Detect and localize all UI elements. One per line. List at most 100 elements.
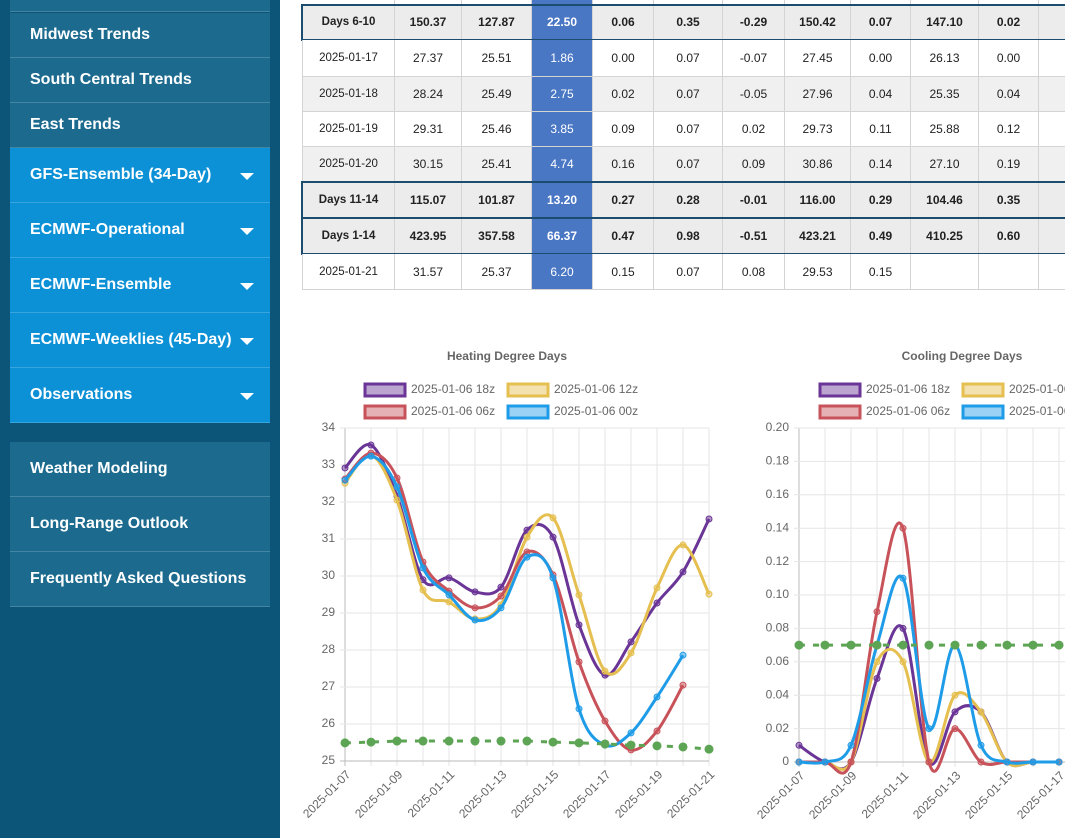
nav-dropdown[interactable]: ECMWF-Operational [10,203,270,258]
legend-label: 2025-01-06 06z [411,404,495,418]
table-cell: 29.73 [785,112,851,147]
data-point [1002,640,1012,650]
data-point [821,758,829,766]
x-tick-label: 2025-01-17 [560,767,614,821]
data-point [951,708,959,716]
data-point [575,705,583,713]
table-cell: 25.35 [911,77,979,112]
y-tick-label: 0.08 [766,621,790,635]
nav-dropdown[interactable]: ECMWF-Ensemble [10,258,270,313]
nav-link[interactable]: Weather Modeling [10,442,270,497]
legend-swatch [961,382,1005,398]
table-cell: 4.74 [532,147,593,182]
data-point [367,452,375,460]
data-point [950,640,960,650]
dropdown-arrow [240,227,254,235]
legend-swatch [818,382,862,398]
table-cell: 29.53 [785,254,851,290]
table-cell: 25.46 [462,112,532,147]
nav-dropdown[interactable]: Observations [10,368,270,423]
data-point [873,675,881,682]
table-cell: 25.51 [462,40,532,77]
table-cell [1039,77,1065,112]
data-point [951,725,959,733]
y-tick-label: 0.02 [766,721,790,735]
table-cell: 0.04 [979,77,1039,112]
table-cell: 104.46 [911,182,979,218]
data-point [1028,640,1038,650]
y-tick-label: 0.06 [766,654,790,668]
y-tick-label: 27 [322,679,336,693]
table-cell: 25.88 [911,112,979,147]
data-point [366,737,376,747]
table-cell: 30.15 [395,147,462,182]
table-cell: 0.09 [723,147,785,182]
nav-link[interactable]: Frequently Asked Questions [10,552,270,607]
data-point [820,640,830,650]
nav-item[interactable]: South Central Trends [10,58,270,103]
table-cell: 31.57 [395,254,462,290]
table-cell: 127.87 [462,5,532,40]
table-cell: 2025-01-17 [302,40,395,77]
data-point [471,604,479,612]
x-tick-label: 2025-01-11 [859,768,912,821]
table-cell: 150.42 [785,5,851,40]
y-tick-label: 30 [322,568,336,582]
table-cell: 0.11 [851,112,911,147]
x-tick-label: 2025-01-07 [300,767,354,821]
table-cell: 423.21 [785,218,851,254]
x-tick-label: 2025-01-13 [456,767,510,821]
data-point [976,640,986,650]
data-point [899,574,907,582]
dropdown-arrow [240,392,254,400]
x-tick-label: 2025-01-19 [612,767,666,821]
nav-item[interactable]: East Trends [10,103,270,148]
table-cell: 0.07 [654,112,723,147]
x-tick-label: 2025-01-21 [664,767,718,821]
table-cell: 2.75 [532,77,593,112]
data-point [679,568,687,576]
nav-item[interactable] [10,0,270,12]
data-point [847,741,855,749]
table-cell: 116.00 [785,182,851,218]
table-cell: 28.24 [395,77,462,112]
table-cell: 27.37 [395,40,462,77]
legend-swatch [506,404,550,420]
legend-swatch [818,404,862,420]
table-cell: -0.05 [723,77,785,112]
data-point [704,744,714,754]
table-cell: 410.25 [911,218,979,254]
data-point [549,514,557,522]
data-point [575,621,583,629]
nav-link[interactable]: Long-Range Outlook [10,497,270,552]
dropdown-arrow [240,172,254,180]
table-cell: 0.14 [851,147,911,182]
table-cell: 0.28 [654,182,723,218]
table-cell: 27.45 [785,40,851,77]
data-point [678,742,688,752]
x-tick-label: 2025-01-09 [806,768,860,822]
nav-dropdown[interactable]: ECMWF-Weeklies (45-Day) [10,313,270,368]
table-cell [1039,147,1065,182]
data-point [392,736,402,746]
data-point [575,658,583,666]
data-point [1055,758,1063,766]
data-point [523,533,531,541]
table-cell: 30.86 [785,147,851,182]
table-cell: 0.00 [593,40,654,77]
data-point [549,533,557,541]
table-cell: 0.07 [654,77,723,112]
table-cell: 0.15 [593,254,654,290]
nav-dropdown[interactable]: GFS-Ensemble (34-Day) [10,148,270,203]
data-point [653,584,661,592]
y-tick-label: 0 [782,754,789,768]
data-point [679,651,687,659]
legend-label: 2025-01-06 00z [554,404,638,418]
x-tick-label: 2025-01-11 [405,767,458,820]
chart-title: Heating Degree Days [447,349,567,363]
data-point [600,739,610,749]
data-point [899,624,907,632]
y-tick-label: 31 [322,531,336,545]
nav-item[interactable]: Midwest Trends [10,13,270,58]
